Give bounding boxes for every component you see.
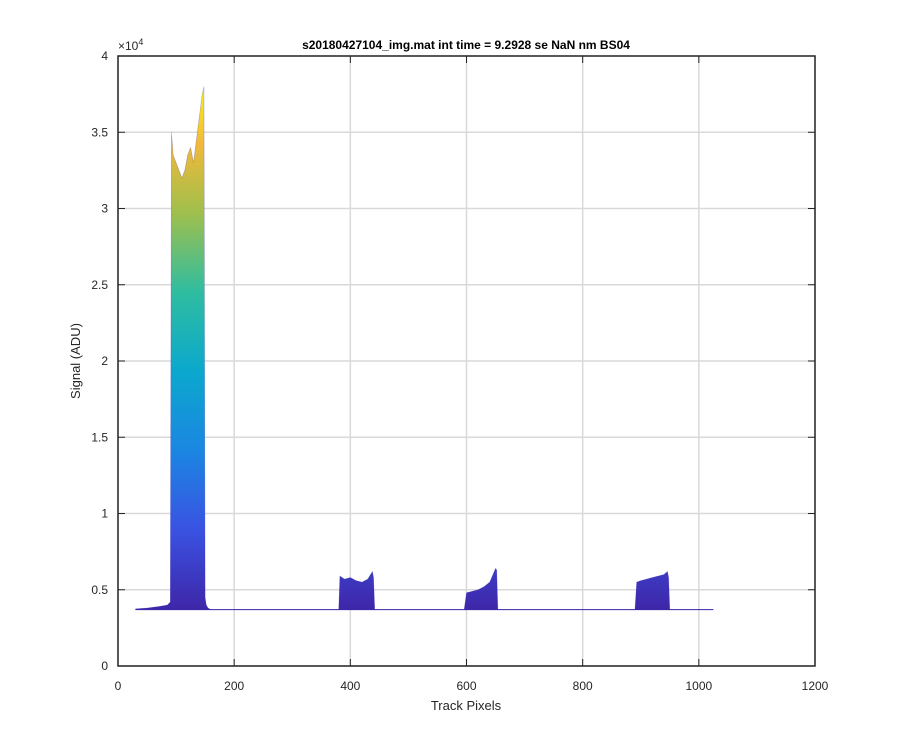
y-tick-label: 3.5 [91, 125, 108, 139]
x-tick-label: 200 [224, 679, 244, 693]
y-tick-label: 4 [101, 49, 108, 63]
x-axis-label: Track Pixels [431, 698, 502, 713]
axis-ticks [117, 55, 816, 667]
y-tick-label: 2.5 [91, 278, 108, 292]
y-tick-label: 0 [101, 659, 108, 673]
y-exponent-label: ×104 [118, 37, 143, 53]
x-tick-label: 1200 [802, 679, 829, 693]
x-tick-label: 0 [115, 679, 122, 693]
tick-labels: 0 200 400 600 800 1000 1200 0 0.5 1 1.5 2 2.5 3 3.5 4 [91, 49, 828, 693]
chart-title: s20180427104_img.mat int time = 9.2928 s… [302, 38, 630, 52]
x-tick-label: 800 [573, 679, 593, 693]
y-tick-label: 1 [101, 507, 108, 521]
y-tick-label: 2 [101, 354, 108, 368]
y-tick-label: 1.5 [91, 430, 108, 444]
x-tick-label: 600 [456, 679, 476, 693]
x-tick-label: 400 [340, 679, 360, 693]
signal-area [135, 86, 714, 610]
signal-outline [135, 86, 714, 610]
data-layer [135, 86, 714, 611]
y-axis-label: Signal (ADU) [68, 323, 83, 399]
y-tick-label: 0.5 [91, 583, 108, 597]
x-tick-label: 1000 [685, 679, 712, 693]
y-tick-label: 3 [101, 202, 108, 216]
